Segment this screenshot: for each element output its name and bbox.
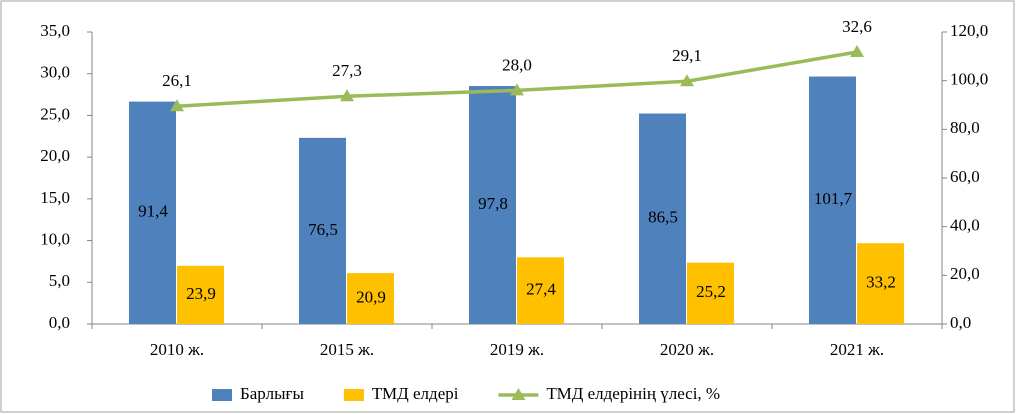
y-tick-label: 30,0 [40,63,70,82]
x-tick-label: 2020 ж. [660,340,714,359]
x-tick-label: 2021 ж. [830,340,884,359]
legend-swatch [212,389,232,401]
y2-tick-label: 60,0 [950,167,980,186]
legend-label: ТМД елдері [372,384,459,403]
bar [687,262,734,324]
bar [857,243,904,324]
line-marker [510,83,524,96]
line-value-label: 29,1 [672,46,702,65]
y2-tick-label: 0,0 [950,313,971,332]
bar-value-label: 23,9 [186,284,216,303]
y2-tick-label: 80,0 [950,118,980,137]
x-tick-label: 2019 ж. [490,340,544,359]
bar [177,265,224,324]
bar [299,137,346,324]
legend-label: ТМД елдерінің үлесі, % [546,384,720,403]
bar-value-label: 97,8 [478,194,508,213]
line-marker [850,45,864,58]
bar-value-label: 76,5 [308,220,338,239]
bar [129,101,176,325]
y-tick-label: 5,0 [49,271,70,290]
bar-value-label: 33,2 [866,273,896,292]
y2-tick-label: 20,0 [950,264,980,283]
bar [809,76,856,324]
bar-value-label: 25,2 [696,282,726,301]
bar-value-label: 91,4 [138,202,168,221]
y-tick-label: 0,0 [49,313,70,332]
line-value-label: 26,1 [162,71,192,90]
y-tick-label: 20,0 [40,146,70,165]
legend-swatch [343,389,364,401]
legend-label: Барлығы [240,384,304,403]
line-value-label: 27,3 [332,61,362,80]
y2-tick-label: 100,0 [950,70,988,89]
y-tick-label: 15,0 [40,188,70,207]
y-tick-label: 10,0 [40,229,70,248]
y2-tick-label: 120,0 [950,21,988,40]
bar-value-label: 86,5 [648,208,678,227]
y2-tick-label: 40,0 [950,216,980,235]
line-marker [170,99,184,112]
bar [347,273,394,324]
bar-value-label: 101,7 [814,189,853,208]
x-tick-label: 2015 ж. [320,340,374,359]
line-marker [340,89,354,102]
bar [639,113,686,325]
legend-marker [511,388,526,400]
x-tick-label: 2010 ж. [150,340,204,359]
line-value-label: 28,0 [502,55,532,74]
bar [517,257,564,324]
y-tick-label: 35,0 [40,21,70,40]
y-tick-label: 25,0 [40,104,70,123]
line-value-label: 32,6 [842,17,872,36]
line-marker [680,74,694,87]
bar [469,86,516,325]
bar-value-label: 27,4 [526,280,556,299]
bar-value-label: 20,9 [356,287,386,306]
